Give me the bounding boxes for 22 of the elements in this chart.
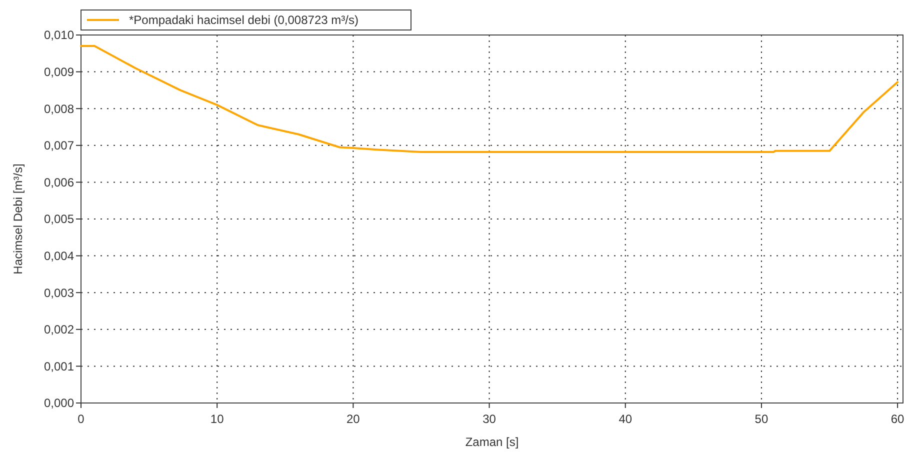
x-tick-label: 0 <box>78 412 85 426</box>
line-series <box>80 45 899 154</box>
y-tick-label: 0,001 <box>44 359 74 374</box>
legend-label: *Pompadaki hacimsel debi (0,008723 m³/s) <box>129 13 358 28</box>
x-tick-label: 20 <box>346 412 360 426</box>
x-tick-label: 40 <box>618 412 632 426</box>
y-tick-label: 0,008 <box>44 102 74 116</box>
y-tick-label: 0,000 <box>44 396 74 410</box>
y-axis-title: Hacimsel Debi [m³/s] <box>11 164 25 274</box>
x-tick-label: 50 <box>754 412 768 426</box>
y-tick-label: 0,003 <box>44 286 74 300</box>
y-tick-label: 0,006 <box>44 175 74 190</box>
x-tick-label: 30 <box>482 412 496 426</box>
y-tick-label: 0,009 <box>44 65 74 79</box>
y-tick-label: 0,005 <box>44 212 74 226</box>
y-tick-label: 0,004 <box>44 249 74 263</box>
y-tick-label: 0,002 <box>44 322 74 337</box>
x-tick-label: 60 <box>890 412 905 426</box>
y-tick-label: 0,007 <box>44 138 74 153</box>
x-tick-label: 10 <box>210 412 224 426</box>
x-axis-title: Zaman [s] <box>465 435 519 449</box>
y-tick-label: 0,010 <box>44 28 74 42</box>
